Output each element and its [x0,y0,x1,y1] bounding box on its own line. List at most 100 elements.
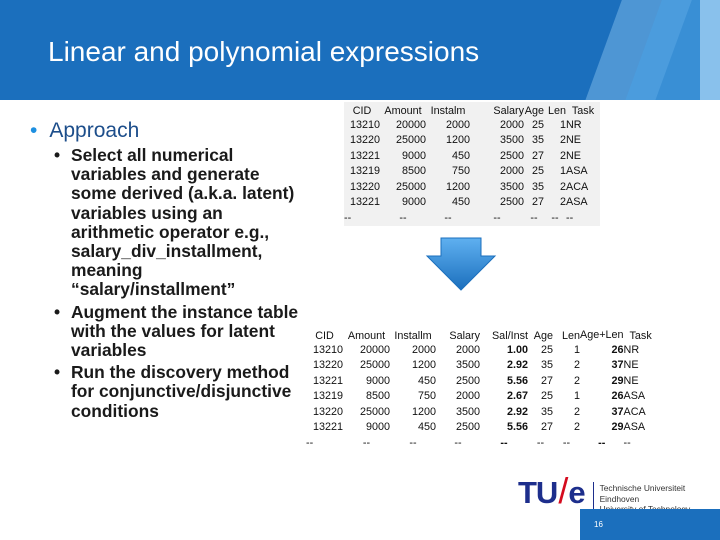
down-arrow-icon [425,237,497,291]
table-cell: 2000 [499,165,524,178]
table-cell: -- [536,436,545,449]
page-number: 16 [594,520,603,529]
column-header: Amount [384,105,422,117]
table-cell: 20000 [359,343,390,356]
table-cell: -- [444,211,452,224]
table-cell: 1200 [445,180,470,193]
table-cell: 26 [611,390,624,403]
table-cell: 13220 [312,359,343,372]
table-cell: ASA [566,165,588,178]
table-cell: 37 [611,405,624,418]
table-cell: 25000 [359,359,390,372]
table-cell: NE [623,359,639,372]
column-header: Instalm [430,105,466,117]
table-row: 13219 8500 750 2000 25 1 ASA [344,164,600,180]
table-cell: 37 [611,359,624,372]
table-cell: 1200 [445,134,470,147]
table-cell: -- [551,211,559,224]
sub-bullet: • Select all numerical variables and gene… [54,145,295,300]
table-cell: 1 [573,343,580,356]
table-cell: -- [566,211,574,224]
title-band [0,0,700,100]
table-cell: 35 [531,180,544,193]
table-cell: 13220 [349,134,380,147]
table-row: 13220 25000 1200 3500 35 2 NE [344,133,600,149]
table-cell: 26 [611,343,624,356]
table-cell: 2500 [455,374,480,387]
logo-mark: TU/e [518,470,586,511]
column-header: Amount [347,330,386,342]
table-cell: 35 [531,134,544,147]
column-header: CID [352,105,372,117]
table-cell: 13221 [349,196,380,209]
table-row: 13221 9000 450 2500 5.56 27 2 29 ASA [306,420,652,436]
table-row: 13210 20000 2000 2000 25 1 NR [344,117,600,133]
table-cell: 2000 [445,118,470,131]
table-cell: 2000 [455,343,480,356]
table-cell: 8500 [401,165,426,178]
table-cell: 2500 [455,421,480,434]
table-cell: -- [623,436,631,449]
table-cell: 13210 [312,343,343,356]
table-row: 13219 8500 750 2000 2.67 25 1 26 ASA [306,389,652,405]
table-cell: 27 [540,374,553,387]
bullet-approach: • Approach [30,119,139,143]
table-cell: 2 [573,405,580,418]
table-cell: NE [566,149,581,162]
table-cell: 1 [559,118,566,131]
table-cell: 3500 [499,134,524,147]
sub-bullet: • Run the discovery method for conjunctiv… [54,362,292,421]
table-cell: 35 [540,359,553,372]
table-cell: 25 [540,390,553,403]
table-cell: 2000 [455,390,480,403]
table-cell: 20000 [395,118,426,131]
table-cell: 2 [559,180,566,193]
table-cell: 25 [531,118,544,131]
table-cell: NR [566,118,582,131]
table-cell: NE [623,374,639,387]
table-cell: NR [623,343,640,356]
table-cell: 750 [417,390,436,403]
table-row: 13221 9000 450 2500 27 2 ASA [344,195,600,211]
table-cell: -- [598,436,606,449]
table-cell: -- [409,436,417,449]
table-cell: 13220 [349,180,380,193]
table-cell: 450 [417,374,436,387]
column-header: Len [561,330,580,342]
table-cell: 2.92 [506,405,528,418]
slide-title: Linear and polynomial expressions [48,36,480,67]
table-cell: -- [362,436,371,449]
table-cell: 13210 [349,118,380,131]
table-cell: 13221 [312,374,343,387]
table-cell: 25 [531,165,544,178]
table-row: 13210 20000 2000 2000 1.00 25 1 26 NR [306,342,652,358]
table-cell: 35 [540,405,553,418]
table-cell: 1200 [411,359,436,372]
table-cell: NE [566,134,581,147]
table-cell: 2 [573,421,580,434]
sub-bullet: • Augment the instance table with the val… [54,301,299,361]
column-header: Age [533,330,553,342]
column-header: CID [315,330,334,342]
table-cell: 3500 [499,180,524,193]
table-cell: 13221 [312,421,343,434]
table-cell: 8500 [365,390,390,403]
table-cell: 9000 [401,149,426,162]
table-cell: 450 [451,196,470,209]
table-cell: 3500 [455,405,480,418]
table-row: 13220 25000 1200 3500 35 2 ACA [344,179,600,195]
table-cell: -- [530,211,538,224]
table-cell: 2.67 [506,390,528,403]
table-cell: 2 [559,196,566,209]
table-cell: 25000 [395,180,426,193]
column-header: Age+Len [580,329,624,341]
column-header: Salary [449,330,480,342]
table-cell: -- [454,436,462,449]
table-cell: 2.92 [506,359,528,372]
table-cell: 1 [559,165,566,178]
table-cell: 1200 [411,405,436,418]
table-cell: 2500 [499,149,524,162]
table-cell: 13219 [349,165,380,178]
table-cell: 2000 [411,343,436,356]
sub-bullet-text: Run the discovery method for conjunctive… [71,362,292,421]
